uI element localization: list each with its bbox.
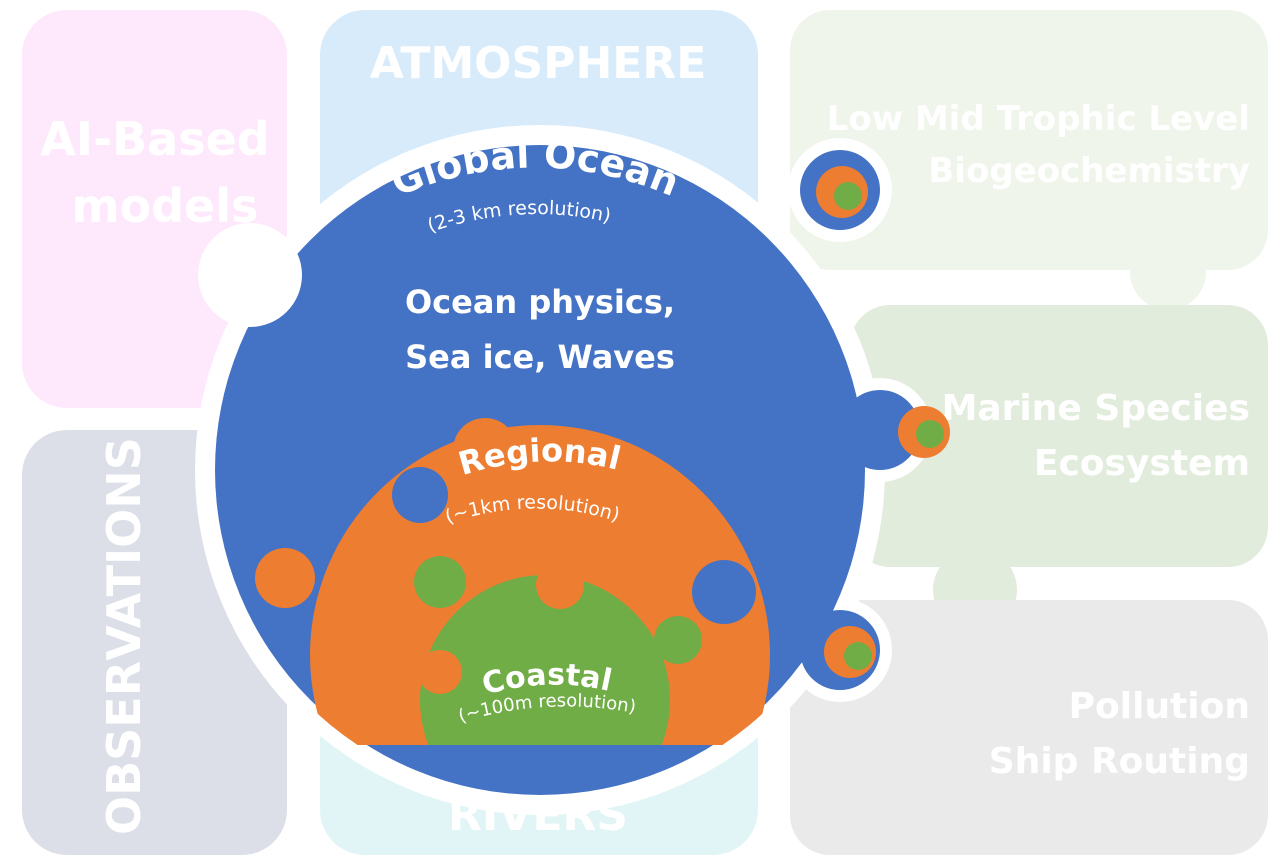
physics-line2: Sea ice, Waves (405, 338, 675, 376)
physics-line1: Ocean physics, (405, 283, 675, 321)
biogeochemistry-line1: Low Mid Trophic Level (827, 99, 1250, 139)
ai-models-line1: AI-Based (40, 112, 269, 166)
pollution-line1: Pollution (1069, 686, 1250, 727)
ai-models-line2: models (72, 179, 259, 233)
atmosphere-label: ATMOSPHERE (370, 38, 707, 89)
tile-biogeochemistry: Low Mid Trophic Level Biogeochemistry (790, 10, 1268, 310)
marine-species-line1: Marine Species (942, 388, 1250, 429)
connector-knob-bottom (824, 626, 876, 678)
coastal-piece (414, 556, 702, 745)
biogeochemistry-line2: Biogeochemistry (928, 151, 1250, 191)
observations-label: OBSERVATIONS (97, 437, 151, 835)
tile-pollution: Pollution Ship Routing (790, 600, 1268, 855)
connector-knob-middle (898, 406, 950, 458)
pollution-line2: Ship Routing (989, 741, 1250, 782)
marine-species-line2: Ecosystem (1034, 443, 1250, 484)
connector-knob-top (816, 166, 868, 218)
